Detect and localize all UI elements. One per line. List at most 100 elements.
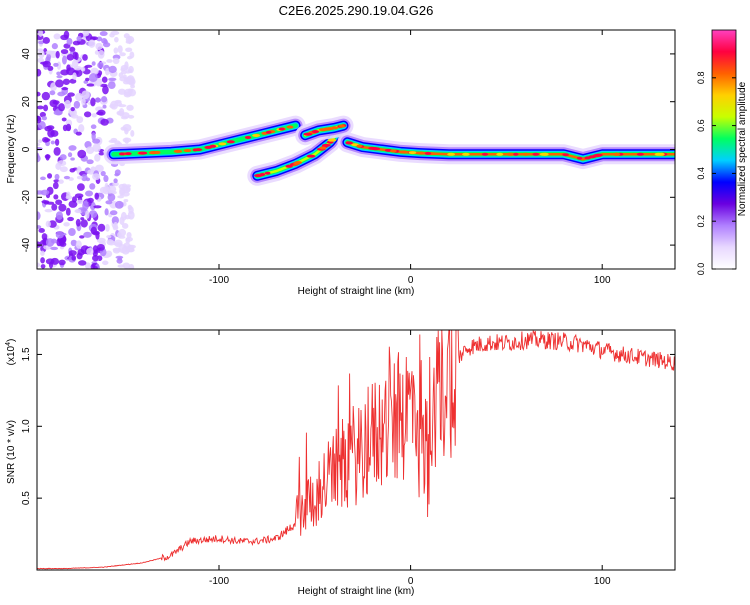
spectrogram-noise-blob — [92, 173, 101, 181]
spectrogram-noise-blob — [97, 223, 106, 232]
snr-scale-prefix: (x10 — [6, 345, 17, 365]
spectrogram-noise-blob — [102, 85, 109, 95]
snr-ytick-label: 1.5 — [21, 347, 32, 361]
spectrogram-noise-blob — [99, 83, 108, 88]
spectrogram-noise-blob — [75, 240, 82, 249]
spectrogram-noise-blob — [37, 154, 41, 163]
spectrogram-noise-blob — [37, 91, 41, 97]
spectrogram-noise-blob — [90, 166, 96, 173]
spectrogram-noise-blob — [88, 39, 96, 48]
spectrogram-noise-blob — [92, 254, 100, 262]
spectrogram-noise-blob — [37, 48, 43, 52]
spectrogram-hotspot — [194, 148, 203, 152]
spectrogram-ytick-label: -40 — [21, 237, 32, 252]
spectrogram-noise-blob — [90, 124, 97, 130]
spectrogram-noise-blob — [41, 91, 51, 101]
spectrogram-noise-blob — [41, 116, 48, 121]
spectrogram-noise-blob — [104, 67, 110, 76]
spectrogram-noise-blob — [107, 185, 117, 193]
spectrogram-noise-blob — [92, 266, 98, 269]
spectrogram-hotspot — [226, 140, 235, 144]
spectrogram-noise-blob — [130, 130, 135, 137]
spectrogram-noise-blob — [42, 60, 51, 68]
spectrogram-hotspot — [584, 156, 592, 160]
spectrogram-noise-blob — [42, 37, 50, 44]
snr-x-label: Height of straight line (km) — [298, 586, 415, 597]
spectrogram-noise-blob — [51, 203, 58, 211]
colorbar-tick-label: 0.6 — [696, 119, 706, 132]
spectrogram-noise-blob — [66, 191, 71, 199]
spectrogram-noise-blob — [37, 211, 41, 221]
spectrogram-noise-blob — [117, 195, 124, 199]
spectrogram-noise-blob — [58, 259, 66, 266]
spectrogram-noise-blob — [58, 179, 64, 184]
spectrogram-noise-blob — [71, 255, 77, 261]
spectrogram-noise-blob — [37, 225, 42, 229]
spectrogram-noise-blob — [67, 92, 75, 97]
spectrogram-noise-blob — [81, 98, 86, 106]
spectrogram-noise-blob — [53, 110, 63, 116]
spectrogram-noise-blob — [59, 166, 68, 173]
spectrogram-noise-blob — [64, 99, 71, 109]
spectrogram-hotspot — [345, 141, 354, 145]
spectrogram-hotspot — [562, 153, 569, 157]
spectrogram-noise-blob — [94, 97, 102, 103]
spectrogram-noise-blob — [109, 103, 116, 109]
spectrogram-noise-blob — [66, 64, 71, 72]
spectrogram-noise-blob — [119, 52, 126, 57]
spectrogram-ytick-label: -20 — [21, 190, 32, 205]
spectrogram-noise-blob — [44, 208, 53, 213]
spectrogram-noise-blob — [99, 31, 108, 37]
spectrogram-noise-blob — [63, 222, 70, 227]
spectrogram-noise-blob — [77, 149, 87, 159]
spectrogram-noise-blob — [55, 211, 63, 220]
spectrogram-hotspot — [311, 130, 320, 134]
spectrogram-noise-blob — [61, 117, 67, 122]
spectrogram-noise-blob — [45, 258, 55, 265]
snr-xtick-label: -100 — [209, 576, 229, 587]
spectrogram-hotspot — [244, 135, 252, 139]
spectrogram-ytick-label: 0 — [21, 146, 32, 152]
spectrogram-noise-blob — [86, 247, 94, 256]
spectrogram-noise-blob — [110, 137, 118, 142]
spectrogram-noise-blob — [90, 67, 99, 75]
spectrogram-noise-blob — [73, 100, 81, 109]
spectrogram-hotspot — [532, 152, 540, 156]
spectrogram-noise-blob — [85, 177, 91, 182]
spectrogram-noise-blob — [114, 101, 123, 107]
spectrogram-noise-blob — [113, 47, 119, 54]
spectrogram-noise-blob — [97, 61, 104, 69]
spectrogram-noise-blob — [101, 96, 108, 103]
colorbar: 0.0 0.2 0.4 0.6 0.8 Normalized spectral ampl… — [696, 29, 748, 275]
spectrogram-noise-blob — [37, 121, 46, 130]
spectrogram-hotspot — [576, 156, 583, 160]
spectrogram-noise-blob — [94, 164, 104, 173]
spectrogram-noise-blob — [62, 78, 71, 85]
spectrogram-hotspot — [481, 152, 489, 156]
spectrogram-noise-blob — [69, 168, 76, 173]
spectrogram-noise-blob — [40, 176, 46, 181]
spectrogram-noise-blob — [122, 262, 131, 269]
spectrogram-noise-blob — [105, 250, 113, 258]
spectrogram-noise-blob — [91, 113, 97, 118]
spectrogram-noise-blob — [114, 200, 124, 209]
spectrogram-hotspot — [613, 152, 621, 156]
spectrogram-noise-blob — [76, 116, 84, 124]
spectrogram-noise-blob — [68, 145, 77, 151]
spectrogram-noise-blob — [47, 173, 53, 179]
spectrogram-noise-blob — [53, 33, 61, 40]
spectrogram-hotspot — [204, 145, 213, 149]
spectrogram-noise-blob — [76, 35, 82, 42]
spectrogram-noise-blob — [102, 260, 109, 266]
spectrogram-noise-blob — [106, 239, 114, 245]
spectrogram-noise-blob — [125, 76, 134, 83]
spectrogram-noise-blob — [67, 152, 73, 158]
spectrogram-noise-blob — [41, 200, 50, 204]
chart-title: C2E6.2025.290.19.04.G26 — [279, 3, 434, 18]
spectrogram-noise-blob — [75, 92, 83, 102]
spectrogram-noise-blob — [80, 217, 85, 221]
snr-series-line — [37, 330, 675, 570]
spectrogram-noise-blob — [112, 181, 119, 187]
spectrogram-noise-blob — [56, 71, 61, 76]
